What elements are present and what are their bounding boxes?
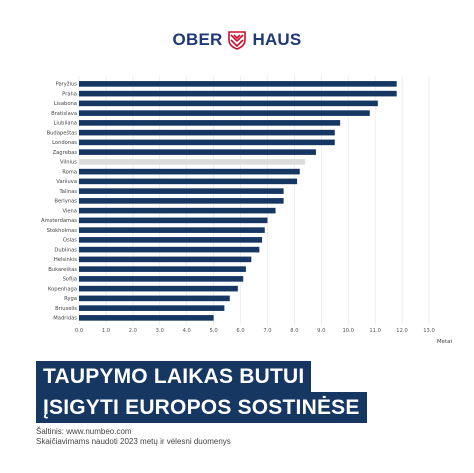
category-label: Helsinkis bbox=[54, 257, 77, 263]
bar bbox=[79, 159, 306, 165]
bar bbox=[79, 139, 335, 146]
category-label: Berlynas bbox=[54, 199, 77, 205]
bar bbox=[79, 188, 284, 194]
category-label: Madridas bbox=[53, 316, 77, 322]
category-label: Vilnius bbox=[60, 160, 77, 166]
ober-haus-logo: OBER HAUS bbox=[0, 30, 474, 50]
category-label: Kopenhaga bbox=[48, 286, 77, 292]
bar bbox=[79, 129, 335, 136]
category-label: Liubliana bbox=[54, 121, 77, 127]
bars bbox=[79, 81, 397, 321]
x-tick-label: 1.0 bbox=[102, 328, 110, 334]
category-label: Bukareštas bbox=[48, 266, 77, 273]
category-label: Stokholmas bbox=[47, 228, 78, 234]
x-tick-label: 2.0 bbox=[129, 328, 137, 334]
bar bbox=[79, 305, 225, 311]
bar bbox=[79, 256, 252, 263]
category-label: Dublinas bbox=[54, 247, 77, 253]
shield-icon bbox=[228, 31, 247, 50]
x-tick-label: 11.0 bbox=[369, 328, 381, 334]
title-line-2: ĮSIGYTI EUROPOS SOSTINĖSE bbox=[36, 392, 367, 423]
bar bbox=[79, 246, 260, 253]
source-text: Šaltinis: www.numbeo.com bbox=[36, 427, 132, 436]
x-tick-label: 12.0 bbox=[396, 328, 408, 334]
x-tick-label: 10.0 bbox=[342, 328, 354, 334]
x-tick-label: 6.0 bbox=[236, 328, 244, 334]
category-label: Varšuva bbox=[56, 178, 77, 185]
x-tick-label: 3.0 bbox=[156, 328, 164, 334]
category-label: Praha bbox=[62, 91, 77, 97]
category-labels: Paryžius Praha Lisabona Bratislava Liubliana… bbox=[41, 81, 77, 322]
category-label: Lisabona bbox=[54, 101, 77, 107]
bar bbox=[79, 315, 214, 321]
logo-word-right: HAUS bbox=[252, 30, 302, 49]
category-label: Bratislava bbox=[51, 111, 77, 117]
bar bbox=[79, 207, 276, 214]
category-label: Roma bbox=[62, 169, 77, 175]
x-tick-label: 7.0 bbox=[263, 328, 271, 334]
bar bbox=[79, 237, 263, 243]
category-label: Sofija bbox=[63, 277, 77, 283]
x-tick-label: 13.0 bbox=[423, 328, 435, 334]
category-label: Briuselis bbox=[55, 306, 77, 312]
bar bbox=[79, 100, 378, 107]
x-tick-label: 4.0 bbox=[183, 328, 191, 334]
category-label: Viena bbox=[62, 208, 77, 214]
bar bbox=[79, 120, 341, 126]
category-label: Ryga bbox=[64, 296, 77, 302]
bar bbox=[79, 81, 397, 87]
bar bbox=[79, 276, 244, 282]
bar-chart: Paryžius Praha Lisabona Bratislava Liubliana… bbox=[41, 76, 453, 345]
title-line-1: TAUPYMO LAIKAS BUTUI bbox=[36, 361, 312, 392]
x-tick-label: 5.0 bbox=[209, 328, 217, 334]
bar bbox=[79, 149, 316, 155]
category-label: Londonas bbox=[52, 140, 77, 146]
bar bbox=[79, 110, 370, 116]
bar bbox=[79, 90, 397, 97]
x-tick-label: 8.0 bbox=[290, 328, 298, 334]
category-label: Paryžius bbox=[56, 81, 78, 88]
x-tick-labels: 0.0 1.0 2.0 3.0 4.0 5.0 6.0 7.0 8.0 9.0 10.0 11.0 12… bbox=[75, 328, 435, 334]
x-axis-label: Metai bbox=[437, 339, 453, 345]
category-label: Budapeštas bbox=[47, 129, 78, 136]
category-label: Oslas bbox=[63, 238, 77, 244]
x-tick-label: 9.0 bbox=[317, 328, 325, 334]
category-label: Zagrebas bbox=[53, 150, 78, 156]
bar bbox=[79, 295, 230, 302]
note-text: Skaičiavimams naudoti 2023 metų ir vėles… bbox=[36, 437, 231, 446]
logo-word-left: OBER bbox=[172, 30, 223, 49]
bar bbox=[79, 285, 238, 292]
bar bbox=[79, 227, 265, 233]
category-label: Talinas bbox=[58, 189, 77, 195]
bar bbox=[79, 266, 246, 272]
x-tick-label: 0.0 bbox=[75, 328, 83, 334]
bar bbox=[79, 198, 284, 204]
category-label: Amsterdamas bbox=[41, 218, 77, 224]
bar bbox=[79, 168, 300, 175]
bar bbox=[79, 178, 298, 185]
bar bbox=[79, 217, 268, 224]
